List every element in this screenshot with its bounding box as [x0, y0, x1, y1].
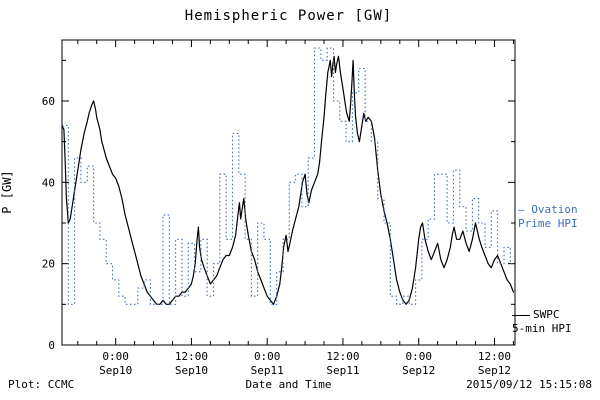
- svg-text:0:00: 0:00: [254, 350, 281, 363]
- legend-swpc-line1: SWPC: [533, 308, 560, 321]
- svg-text:Sep10: Sep10: [175, 364, 208, 377]
- legend-ovation-line2: Prime HPI: [518, 217, 578, 230]
- svg-text:Sep12: Sep12: [478, 364, 511, 377]
- x-axis-label: Date and Time: [245, 378, 332, 391]
- legend-swpc-keyline-icon: [512, 314, 530, 316]
- legend-swpc-line2: 5-min HPI: [512, 322, 572, 335]
- svg-text:12:00: 12:00: [175, 350, 208, 363]
- svg-text:Sep10: Sep10: [99, 364, 132, 377]
- svg-text:Sep11: Sep11: [251, 364, 284, 377]
- footer-plot-source: Plot: CCMC: [8, 378, 75, 391]
- svg-text:0:00: 0:00: [405, 350, 432, 363]
- svg-text:60: 60: [42, 95, 55, 108]
- legend-ovation-line1: – Ovation: [518, 203, 578, 216]
- svg-text:12:00: 12:00: [478, 350, 511, 363]
- legend-ovation: – Ovation Prime HPI: [518, 203, 578, 231]
- footer-timestamp: 2015/09/12 15:15:08: [466, 378, 592, 391]
- chart-title: Hemispheric Power [GW]: [184, 8, 393, 24]
- svg-text:Sep11: Sep11: [326, 364, 359, 377]
- svg-text:20: 20: [42, 258, 55, 271]
- legend-swpc: SWPC 5-min HPI: [512, 308, 572, 336]
- svg-text:Sep12: Sep12: [402, 364, 435, 377]
- svg-text:12:00: 12:00: [326, 350, 359, 363]
- svg-text:40: 40: [42, 176, 55, 189]
- svg-text:0:00: 0:00: [102, 350, 129, 363]
- svg-text:0: 0: [48, 339, 55, 352]
